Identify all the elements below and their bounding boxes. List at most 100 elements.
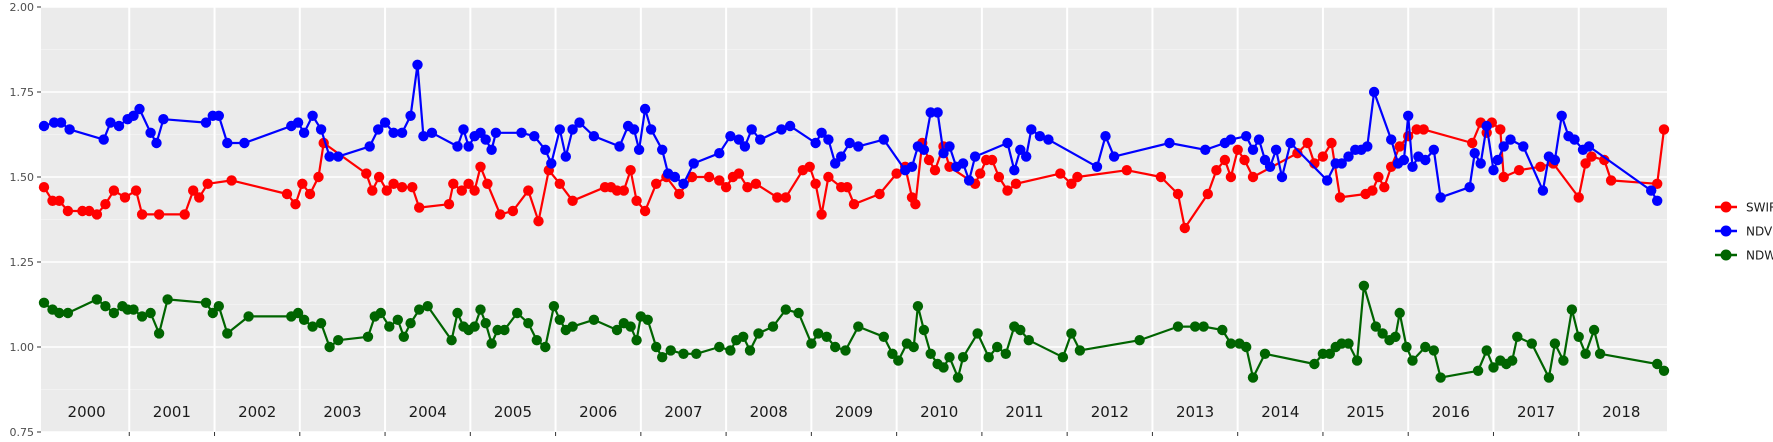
data-point-ndvi (918, 144, 930, 155)
data-point-swir (507, 205, 519, 217)
data-point-ndwi (1580, 348, 1591, 359)
data-point-ndwi (938, 362, 949, 373)
data-point-ndvi (1646, 185, 1657, 196)
data-point-swir (1418, 124, 1429, 135)
data-point-ndvi (560, 151, 571, 162)
data-point-ndwi (100, 301, 111, 312)
data-point-swir (703, 171, 715, 183)
data-point-ndwi (475, 304, 486, 315)
data-point-swir (986, 154, 998, 166)
data-point-ndvi (239, 137, 250, 149)
data-point-swir (804, 161, 815, 172)
data-point-ndwi (324, 341, 335, 353)
data-point-ndwi (1488, 362, 1499, 373)
y-tick-label: 0.75 (10, 426, 35, 439)
data-point-ndvi (1498, 141, 1509, 152)
legend-ndvi-marker (1720, 225, 1732, 237)
data-point-ndvi (333, 151, 344, 162)
data-point-ndwi (207, 307, 218, 319)
data-point-ndvi (1407, 161, 1418, 172)
year-labels: 2000 2001 2002 2003 2004 2005 2006 2007 2008 2009… (68, 403, 1641, 421)
data-point-ndvi (1481, 120, 1492, 132)
data-point-swir (1225, 171, 1237, 183)
data-point-ndwi (1566, 304, 1578, 315)
data-point-ndwi (200, 297, 212, 308)
year-label: 2005 (494, 403, 532, 421)
data-point-ndwi (1573, 331, 1584, 342)
data-point-ndvi (540, 144, 551, 155)
data-point-ndvi (853, 141, 864, 152)
year-label: 2001 (153, 403, 191, 421)
data-point-ndwi (1543, 372, 1555, 383)
data-point-ndwi (657, 352, 668, 363)
data-point-ndwi (691, 348, 702, 359)
year-label: 2011 (1005, 403, 1043, 421)
data-point-swir (625, 165, 636, 176)
data-point-ndvi (969, 151, 981, 162)
data-point-ndwi (292, 307, 304, 319)
data-point-ndvi (1020, 151, 1032, 162)
y-axis: 0.75 1.00 1.25 1.50 1.75 2.00 (10, 1, 41, 439)
data-point-ndwi (1594, 348, 1606, 359)
year-label: 2004 (409, 403, 447, 421)
data-point-swir (475, 161, 486, 172)
data-point-ndvi (1488, 165, 1499, 176)
data-point-swir (651, 178, 662, 189)
data-point-ndvi (158, 114, 169, 125)
data-point-swir (1219, 154, 1231, 166)
data-point-ndwi (243, 311, 254, 322)
data-point-swir (482, 178, 493, 189)
legend-item-ndvi: NDVI (1715, 225, 1773, 239)
data-point-ndvi (452, 141, 463, 152)
data-point-ndvi (490, 127, 502, 138)
data-point-ndwi (725, 345, 736, 356)
data-point-ndvi (1537, 185, 1549, 196)
data-point-ndwi (753, 328, 764, 339)
data-point-ndvi (1505, 134, 1516, 145)
data-point-ndvi (1091, 161, 1103, 172)
data-point-swir (1580, 158, 1591, 169)
data-point-ndwi (422, 301, 433, 312)
data-point-swir (414, 202, 425, 213)
data-point-ndwi (392, 314, 403, 325)
data-point-ndwi (611, 324, 623, 336)
year-label: 2013 (1176, 403, 1214, 421)
data-point-ndvi (678, 178, 689, 189)
data-point-swir (733, 168, 745, 179)
data-point-swir (194, 192, 205, 203)
data-point-ndwi (1309, 358, 1320, 370)
data-point-ndvi (957, 158, 969, 169)
data-point-ndwi (54, 307, 65, 319)
data-point-ndwi (813, 328, 824, 339)
data-point-swir (823, 171, 834, 183)
data-point-ndwi (162, 294, 173, 305)
data-point-swir (119, 192, 131, 203)
data-point-swir (810, 178, 821, 189)
data-point-ndwi (738, 331, 749, 342)
data-point-ndwi (878, 331, 889, 342)
data-point-ndwi (983, 352, 994, 363)
data-point-swir (388, 178, 399, 189)
data-point-ndwi (222, 328, 233, 339)
data-point-swir (720, 182, 732, 193)
data-point-swir (130, 185, 142, 196)
data-point-swir (1573, 192, 1584, 203)
data-point-ndwi (830, 341, 841, 353)
data-point-ndvi (1549, 154, 1561, 166)
y-tick-label: 1.00 (10, 341, 35, 354)
data-point-swir (631, 195, 642, 206)
data-point-swir (554, 178, 565, 189)
data-point-swir (281, 188, 293, 200)
data-point-swir (1247, 171, 1259, 183)
data-point-ndwi (298, 314, 310, 325)
data-point-ndwi (992, 341, 1003, 353)
data-point-ndvi (1420, 154, 1431, 166)
data-point-ndvi (379, 117, 391, 128)
year-label: 2000 (68, 403, 106, 421)
year-label: 2010 (920, 403, 958, 421)
data-point-swir (304, 188, 316, 200)
data-point-ndvi (1652, 195, 1663, 206)
data-point-ndwi (1000, 348, 1011, 359)
data-point-ndwi (1428, 345, 1440, 356)
data-point-ndwi (398, 331, 409, 342)
